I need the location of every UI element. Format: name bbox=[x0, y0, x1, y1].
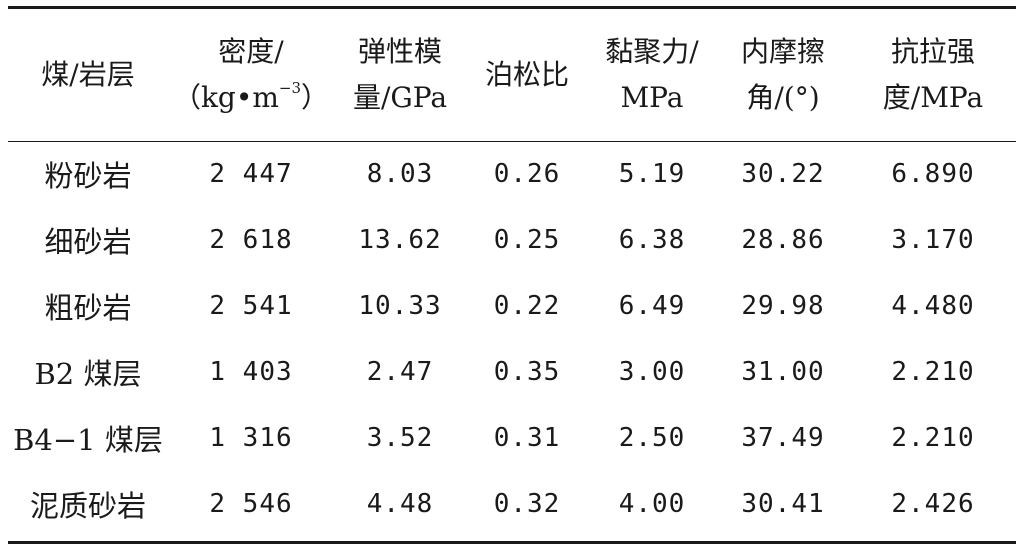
cell-cohesion: 4.00 bbox=[618, 489, 686, 519]
cell-layer: 粉砂岩 bbox=[44, 159, 132, 194]
cell-tensile-strength: 2.210 bbox=[891, 423, 975, 453]
table-row: 细砂岩 2 618 13.62 0.25 6.38 28.86 3.170 bbox=[8, 207, 1016, 273]
cell-poisson-ratio: 0.26 bbox=[493, 159, 561, 190]
cell-density: 2 447 bbox=[209, 159, 293, 190]
header-layer: 煤/岩层 bbox=[8, 9, 168, 142]
cell-layer: 泥质砂岩 bbox=[29, 489, 146, 523]
header-friction-angle-line-2: 角/(°) bbox=[746, 80, 820, 114]
cell-layer: 细砂岩 bbox=[44, 225, 132, 259]
cell-density: 1 316 bbox=[209, 423, 293, 453]
table-row: B2 煤层 1 403 2.47 0.35 3.00 31.00 2.210 bbox=[8, 339, 1016, 405]
table-row: 粗砂岩 2 541 10.33 0.22 6.49 29.98 4.480 bbox=[8, 273, 1016, 339]
cell-cohesion: 2.50 bbox=[618, 423, 686, 453]
header-cohesion-line-1: 黏聚力/ bbox=[605, 34, 699, 68]
table-header: 煤/岩层 密度/ （kg•m−3） 弹性模 量/GPa 泊松比 黏聚力/ MPa bbox=[8, 9, 1016, 142]
cell-tensile-strength: 4.480 bbox=[891, 291, 975, 321]
header-friction-angle: 内摩擦 角/(°) bbox=[716, 9, 850, 142]
table-row: B4−1 煤层 1 316 3.52 0.31 2.50 37.49 2.210 bbox=[8, 405, 1016, 471]
cell-density: 2 541 bbox=[209, 291, 293, 321]
cell-poisson-ratio: 0.35 bbox=[493, 357, 561, 387]
cell-elastic-modulus: 3.52 bbox=[366, 423, 434, 453]
cell-friction-angle: 29.98 bbox=[741, 291, 825, 321]
cell-density: 2 546 bbox=[209, 489, 293, 519]
header-poisson-ratio-line-1: 泊松比 bbox=[484, 57, 569, 91]
cell-friction-angle: 31.00 bbox=[741, 357, 825, 387]
header-elastic-modulus-line-1: 弹性模 bbox=[357, 34, 442, 68]
cell-layer: 粗砂岩 bbox=[44, 291, 132, 325]
cell-poisson-ratio: 0.32 bbox=[493, 489, 561, 519]
cell-friction-angle: 30.22 bbox=[741, 159, 825, 190]
rock-parameters-table-container: 煤/岩层 密度/ （kg•m−3） 弹性模 量/GPa 泊松比 黏聚力/ MPa bbox=[8, 6, 1016, 544]
header-row: 煤/岩层 密度/ （kg•m−3） 弹性模 量/GPa 泊松比 黏聚力/ MPa bbox=[8, 9, 1016, 142]
header-friction-angle-line-1: 内摩擦 bbox=[740, 34, 825, 68]
cell-layer: B4−1 煤层 bbox=[13, 423, 163, 457]
cell-cohesion: 3.00 bbox=[618, 357, 686, 387]
header-density-line-1: 密度/ bbox=[218, 34, 284, 68]
header-density-line-2: （kg•m−3） bbox=[170, 75, 332, 121]
header-elastic-modulus-line-2: 量/GPa bbox=[352, 80, 448, 114]
header-density-close: ） bbox=[301, 80, 330, 114]
header-poisson-ratio: 泊松比 bbox=[466, 9, 588, 142]
cell-cohesion: 6.38 bbox=[618, 225, 686, 255]
table-body: 粉砂岩 2 447 8.03 0.26 5.19 30.22 6.890 细砂岩… bbox=[8, 141, 1016, 537]
cell-elastic-modulus: 2.47 bbox=[366, 357, 434, 387]
cell-density: 2 618 bbox=[209, 225, 293, 255]
header-elastic-modulus: 弹性模 量/GPa bbox=[334, 9, 466, 142]
cell-elastic-modulus: 8.03 bbox=[366, 159, 434, 190]
cell-tensile-strength: 2.426 bbox=[891, 489, 975, 519]
header-cohesion-line-2: MPa bbox=[620, 80, 684, 114]
header-density-exponent: −3 bbox=[278, 78, 302, 97]
cell-poisson-ratio: 0.31 bbox=[493, 423, 561, 453]
header-density: 密度/ （kg•m−3） bbox=[168, 9, 334, 142]
cell-tensile-strength: 6.890 bbox=[891, 159, 975, 190]
header-tensile-strength-line-1: 抗拉强 bbox=[890, 34, 975, 68]
rock-parameters-table: 煤/岩层 密度/ （kg•m−3） 弹性模 量/GPa 泊松比 黏聚力/ MPa bbox=[8, 9, 1016, 537]
cell-cohesion: 6.49 bbox=[618, 291, 686, 321]
cell-friction-angle: 28.86 bbox=[741, 225, 825, 255]
cell-friction-angle: 30.41 bbox=[741, 489, 825, 519]
cell-elastic-modulus: 10.33 bbox=[358, 291, 442, 321]
cell-tensile-strength: 2.210 bbox=[891, 357, 975, 387]
cell-cohesion: 5.19 bbox=[618, 159, 686, 190]
cell-poisson-ratio: 0.22 bbox=[493, 291, 561, 321]
cell-poisson-ratio: 0.25 bbox=[493, 225, 561, 255]
header-tensile-strength-line-2: 度/MPa bbox=[882, 80, 984, 114]
header-cohesion: 黏聚力/ MPa bbox=[588, 9, 716, 142]
cell-density: 1 403 bbox=[209, 357, 293, 387]
cell-layer: B2 煤层 bbox=[34, 357, 142, 391]
table-row: 泥质砂岩 2 546 4.48 0.32 4.00 30.41 2.426 bbox=[8, 471, 1016, 537]
header-layer-line-1: 煤/岩层 bbox=[41, 57, 135, 91]
header-tensile-strength: 抗拉强 度/MPa bbox=[850, 9, 1016, 142]
cell-tensile-strength: 3.170 bbox=[891, 225, 975, 255]
cell-elastic-modulus: 4.48 bbox=[366, 489, 434, 519]
cell-friction-angle: 37.49 bbox=[741, 423, 825, 453]
table-row: 粉砂岩 2 447 8.03 0.26 5.19 30.22 6.890 bbox=[8, 141, 1016, 207]
cell-elastic-modulus: 13.62 bbox=[358, 225, 442, 255]
header-density-unit: （kg•m bbox=[172, 80, 279, 114]
